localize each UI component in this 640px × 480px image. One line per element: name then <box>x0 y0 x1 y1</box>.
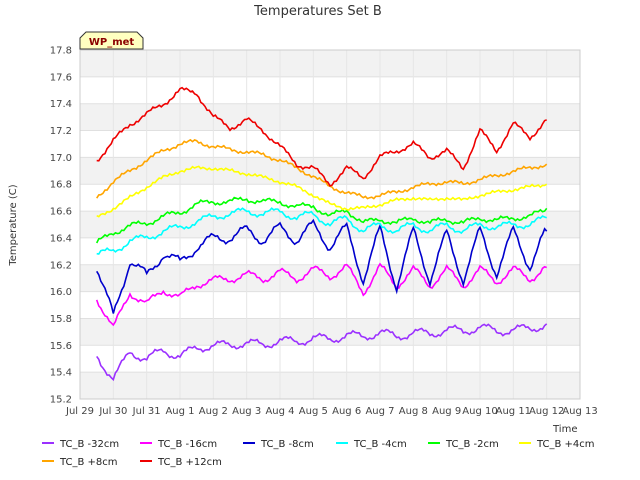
y-tick-label: 17.8 <box>50 46 72 57</box>
y-tick-label: 17.2 <box>50 126 72 137</box>
x-tick-label: Aug 8 <box>399 406 428 417</box>
y-tick-label: 17.0 <box>50 153 72 164</box>
series-line-tc-b-8cm <box>96 138 548 200</box>
grid-band <box>80 103 580 131</box>
series-line-tc-b-12cm <box>96 86 548 187</box>
series-line-tc-b-32cm <box>96 323 548 382</box>
x-tick-label: Aug 3 <box>232 406 261 417</box>
y-tick-label: 15.8 <box>50 314 72 325</box>
y-tick-label: 17.6 <box>50 72 72 83</box>
series-line-tc-b-16cm <box>95 262 547 327</box>
y-tick-label: 16.6 <box>50 207 72 218</box>
y-tick-label: 16.4 <box>50 233 72 244</box>
series-line-tc-b-2cm <box>95 196 548 244</box>
chart-title: Temperatures Set B <box>253 4 382 19</box>
legend-label: TC_B +8cm <box>59 457 118 468</box>
legend-label: TC_B -8cm <box>260 439 314 450</box>
series-line-tc-b-8cm <box>96 218 548 314</box>
legend-label: TC_B -4cm <box>353 439 407 450</box>
x-tick-label: Aug 13 <box>562 406 597 417</box>
y-tick-label: 15.6 <box>50 341 72 352</box>
legend-label: TC_B -32cm <box>59 439 119 450</box>
x-tick-label: Aug 10 <box>462 406 497 417</box>
series-line-tc-b-4cm <box>96 165 548 218</box>
y-axis-title: Temperature (C) <box>8 184 19 266</box>
y-tick-label: 15.4 <box>50 368 72 379</box>
x-tick-label: Aug 7 <box>365 406 394 417</box>
legend-label: TC_B -16cm <box>157 439 217 450</box>
badge-shape <box>79 31 144 50</box>
grid-band <box>80 318 580 346</box>
wp-met-badge: WP_met <box>79 31 144 50</box>
legend: TC_B -32cm TC_B -16cm TC_B -8cm TC_B -4cm TC… <box>42 439 595 468</box>
x-axis-title: Time <box>552 424 577 435</box>
x-tick-label: Jul 29 <box>65 406 94 417</box>
y-tick-label: 16.2 <box>50 260 72 271</box>
y-tick-label: 17.4 <box>50 99 72 110</box>
x-tick-label: Jul 30 <box>98 406 127 417</box>
x-tick-label: Jul 31 <box>132 406 161 417</box>
x-tick-label: Aug 6 <box>332 406 361 417</box>
x-tick-label: Aug 9 <box>432 406 461 417</box>
grid-band <box>80 372 580 399</box>
y-tick-label: 15.2 <box>50 395 72 406</box>
x-tick-label: Aug 4 <box>265 406 294 417</box>
y-tick-label: 16.0 <box>50 287 72 298</box>
series-line-tc-b-4cm <box>96 207 547 255</box>
series-lines <box>95 86 548 382</box>
grid-band <box>80 157 580 185</box>
legend-label: TC_B +12cm <box>157 457 222 468</box>
legend-label: TC_B +4cm <box>536 439 595 450</box>
x-tick-label: Aug 1 <box>165 406 194 417</box>
legend-label: TC_B -2cm <box>445 439 499 450</box>
y-tick-labels: 15.2 15.4 15.6 15.8 16.0 16.2 16.4 16.6 16.8 17.0… <box>50 46 72 406</box>
x-tick-label: Aug 5 <box>299 406 328 417</box>
grid-band <box>80 50 580 77</box>
badge-label: WP_met <box>89 37 135 48</box>
y-tick-label: 16.8 <box>50 180 72 191</box>
x-tick-labels: Jul 29 Jul 30 Jul 31 Aug 1 Aug 2 Aug 3 Aug 4 Au… <box>65 406 598 417</box>
x-tick-label: Aug 11 <box>496 406 531 417</box>
x-tick-label: Aug 2 <box>199 406 228 417</box>
x-tick-label: Aug 12 <box>529 406 564 417</box>
plot-frame <box>79 49 581 400</box>
